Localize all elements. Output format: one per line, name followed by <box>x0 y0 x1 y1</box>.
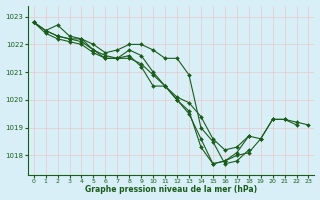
X-axis label: Graphe pression niveau de la mer (hPa): Graphe pression niveau de la mer (hPa) <box>85 185 257 194</box>
